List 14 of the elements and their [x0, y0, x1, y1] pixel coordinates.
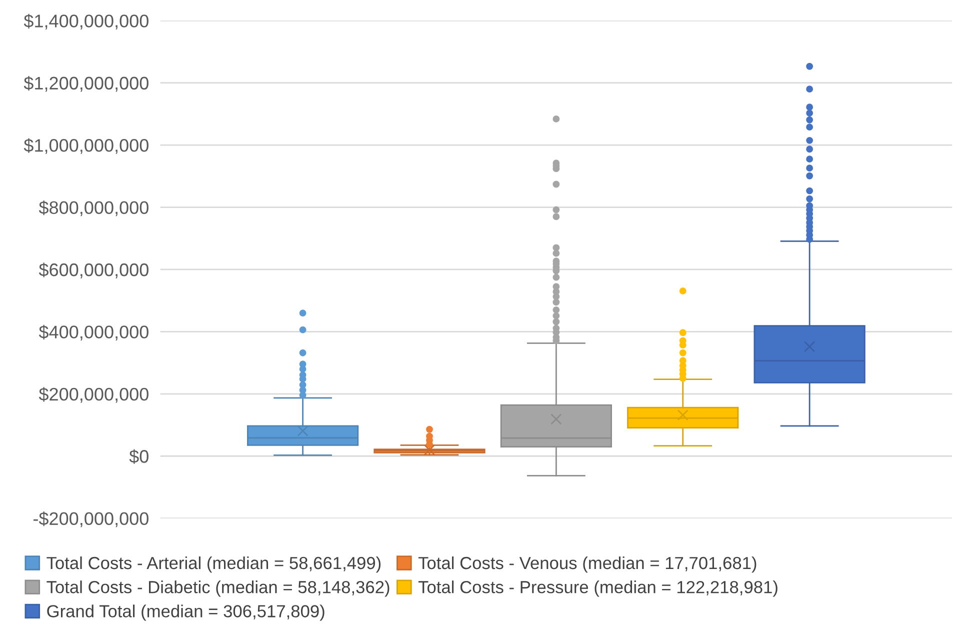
y-tick-label: $600,000,000 — [38, 262, 148, 278]
legend-label: Total Costs - Arterial (median = 58,661,499) — [46, 556, 381, 573]
y-tick-label: -$200,000,000 — [34, 512, 148, 528]
legend-label: Total Costs - Venous (median = 17,701,681) — [418, 556, 756, 573]
y-tick-label: $400,000,000 — [38, 324, 148, 341]
y-tick-label: $200,000,000 — [38, 387, 148, 403]
legend-label: Grand Total (median = 306,517,809) — [47, 604, 324, 621]
legend-label: Total Costs - Pressure (median = 122,218,981) — [418, 580, 778, 597]
y-tick-label: $0 — [129, 449, 148, 464]
y-tick-label: $1,000,000,000 — [24, 138, 148, 154]
legend-label: Total Costs - Diabetic (median = 58,148,362) — [46, 580, 390, 597]
y-tick-label: $800,000,000 — [38, 200, 148, 216]
y-tick-label: $1,400,000,000 — [24, 14, 148, 30]
y-tick-label: $1,200,000,000 — [24, 76, 148, 92]
